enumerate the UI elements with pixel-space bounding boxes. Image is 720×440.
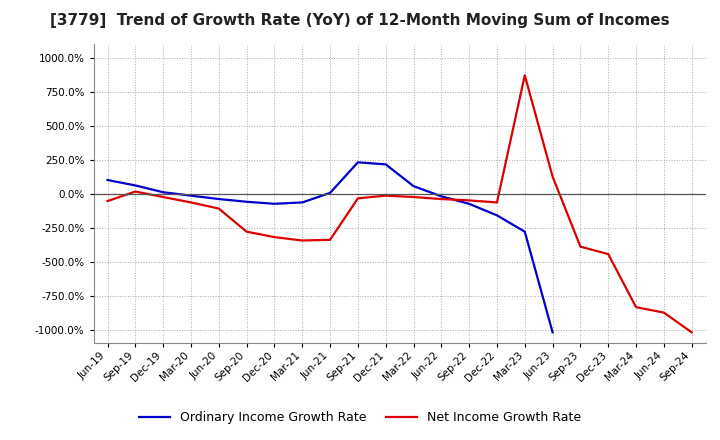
Net Income Growth Rate <box>465 198 474 203</box>
Net Income Growth Rate <box>604 252 613 257</box>
Ordinary Income Growth Rate <box>186 193 195 198</box>
Ordinary Income Growth Rate <box>409 183 418 189</box>
Net Income Growth Rate <box>576 244 585 249</box>
Line: Ordinary Income Growth Rate: Ordinary Income Growth Rate <box>107 162 553 332</box>
Ordinary Income Growth Rate <box>549 330 557 335</box>
Net Income Growth Rate <box>409 194 418 200</box>
Net Income Growth Rate <box>660 310 668 315</box>
Ordinary Income Growth Rate <box>131 183 140 188</box>
Ordinary Income Growth Rate <box>465 201 474 206</box>
Net Income Growth Rate <box>382 193 390 198</box>
Ordinary Income Growth Rate <box>270 201 279 206</box>
Net Income Growth Rate <box>103 198 112 204</box>
Text: [3779]  Trend of Growth Rate (YoY) of 12-Month Moving Sum of Incomes: [3779] Trend of Growth Rate (YoY) of 12-… <box>50 13 670 28</box>
Ordinary Income Growth Rate <box>215 196 223 202</box>
Ordinary Income Growth Rate <box>242 199 251 205</box>
Net Income Growth Rate <box>159 194 168 200</box>
Net Income Growth Rate <box>215 206 223 211</box>
Net Income Growth Rate <box>631 304 640 310</box>
Net Income Growth Rate <box>492 200 501 205</box>
Net Income Growth Rate <box>437 196 446 202</box>
Net Income Growth Rate <box>131 189 140 194</box>
Net Income Growth Rate <box>186 200 195 205</box>
Ordinary Income Growth Rate <box>437 194 446 199</box>
Ordinary Income Growth Rate <box>298 200 307 205</box>
Ordinary Income Growth Rate <box>103 177 112 183</box>
Net Income Growth Rate <box>325 237 334 242</box>
Ordinary Income Growth Rate <box>382 162 390 167</box>
Net Income Growth Rate <box>242 229 251 235</box>
Legend: Ordinary Income Growth Rate, Net Income Growth Rate: Ordinary Income Growth Rate, Net Income … <box>134 407 586 429</box>
Line: Net Income Growth Rate: Net Income Growth Rate <box>107 75 692 332</box>
Ordinary Income Growth Rate <box>521 229 529 235</box>
Net Income Growth Rate <box>270 235 279 240</box>
Net Income Growth Rate <box>354 196 362 201</box>
Ordinary Income Growth Rate <box>159 190 168 195</box>
Net Income Growth Rate <box>521 73 529 78</box>
Ordinary Income Growth Rate <box>492 213 501 218</box>
Ordinary Income Growth Rate <box>354 160 362 165</box>
Ordinary Income Growth Rate <box>325 190 334 195</box>
Net Income Growth Rate <box>549 174 557 179</box>
Net Income Growth Rate <box>298 238 307 243</box>
Net Income Growth Rate <box>688 330 696 335</box>
